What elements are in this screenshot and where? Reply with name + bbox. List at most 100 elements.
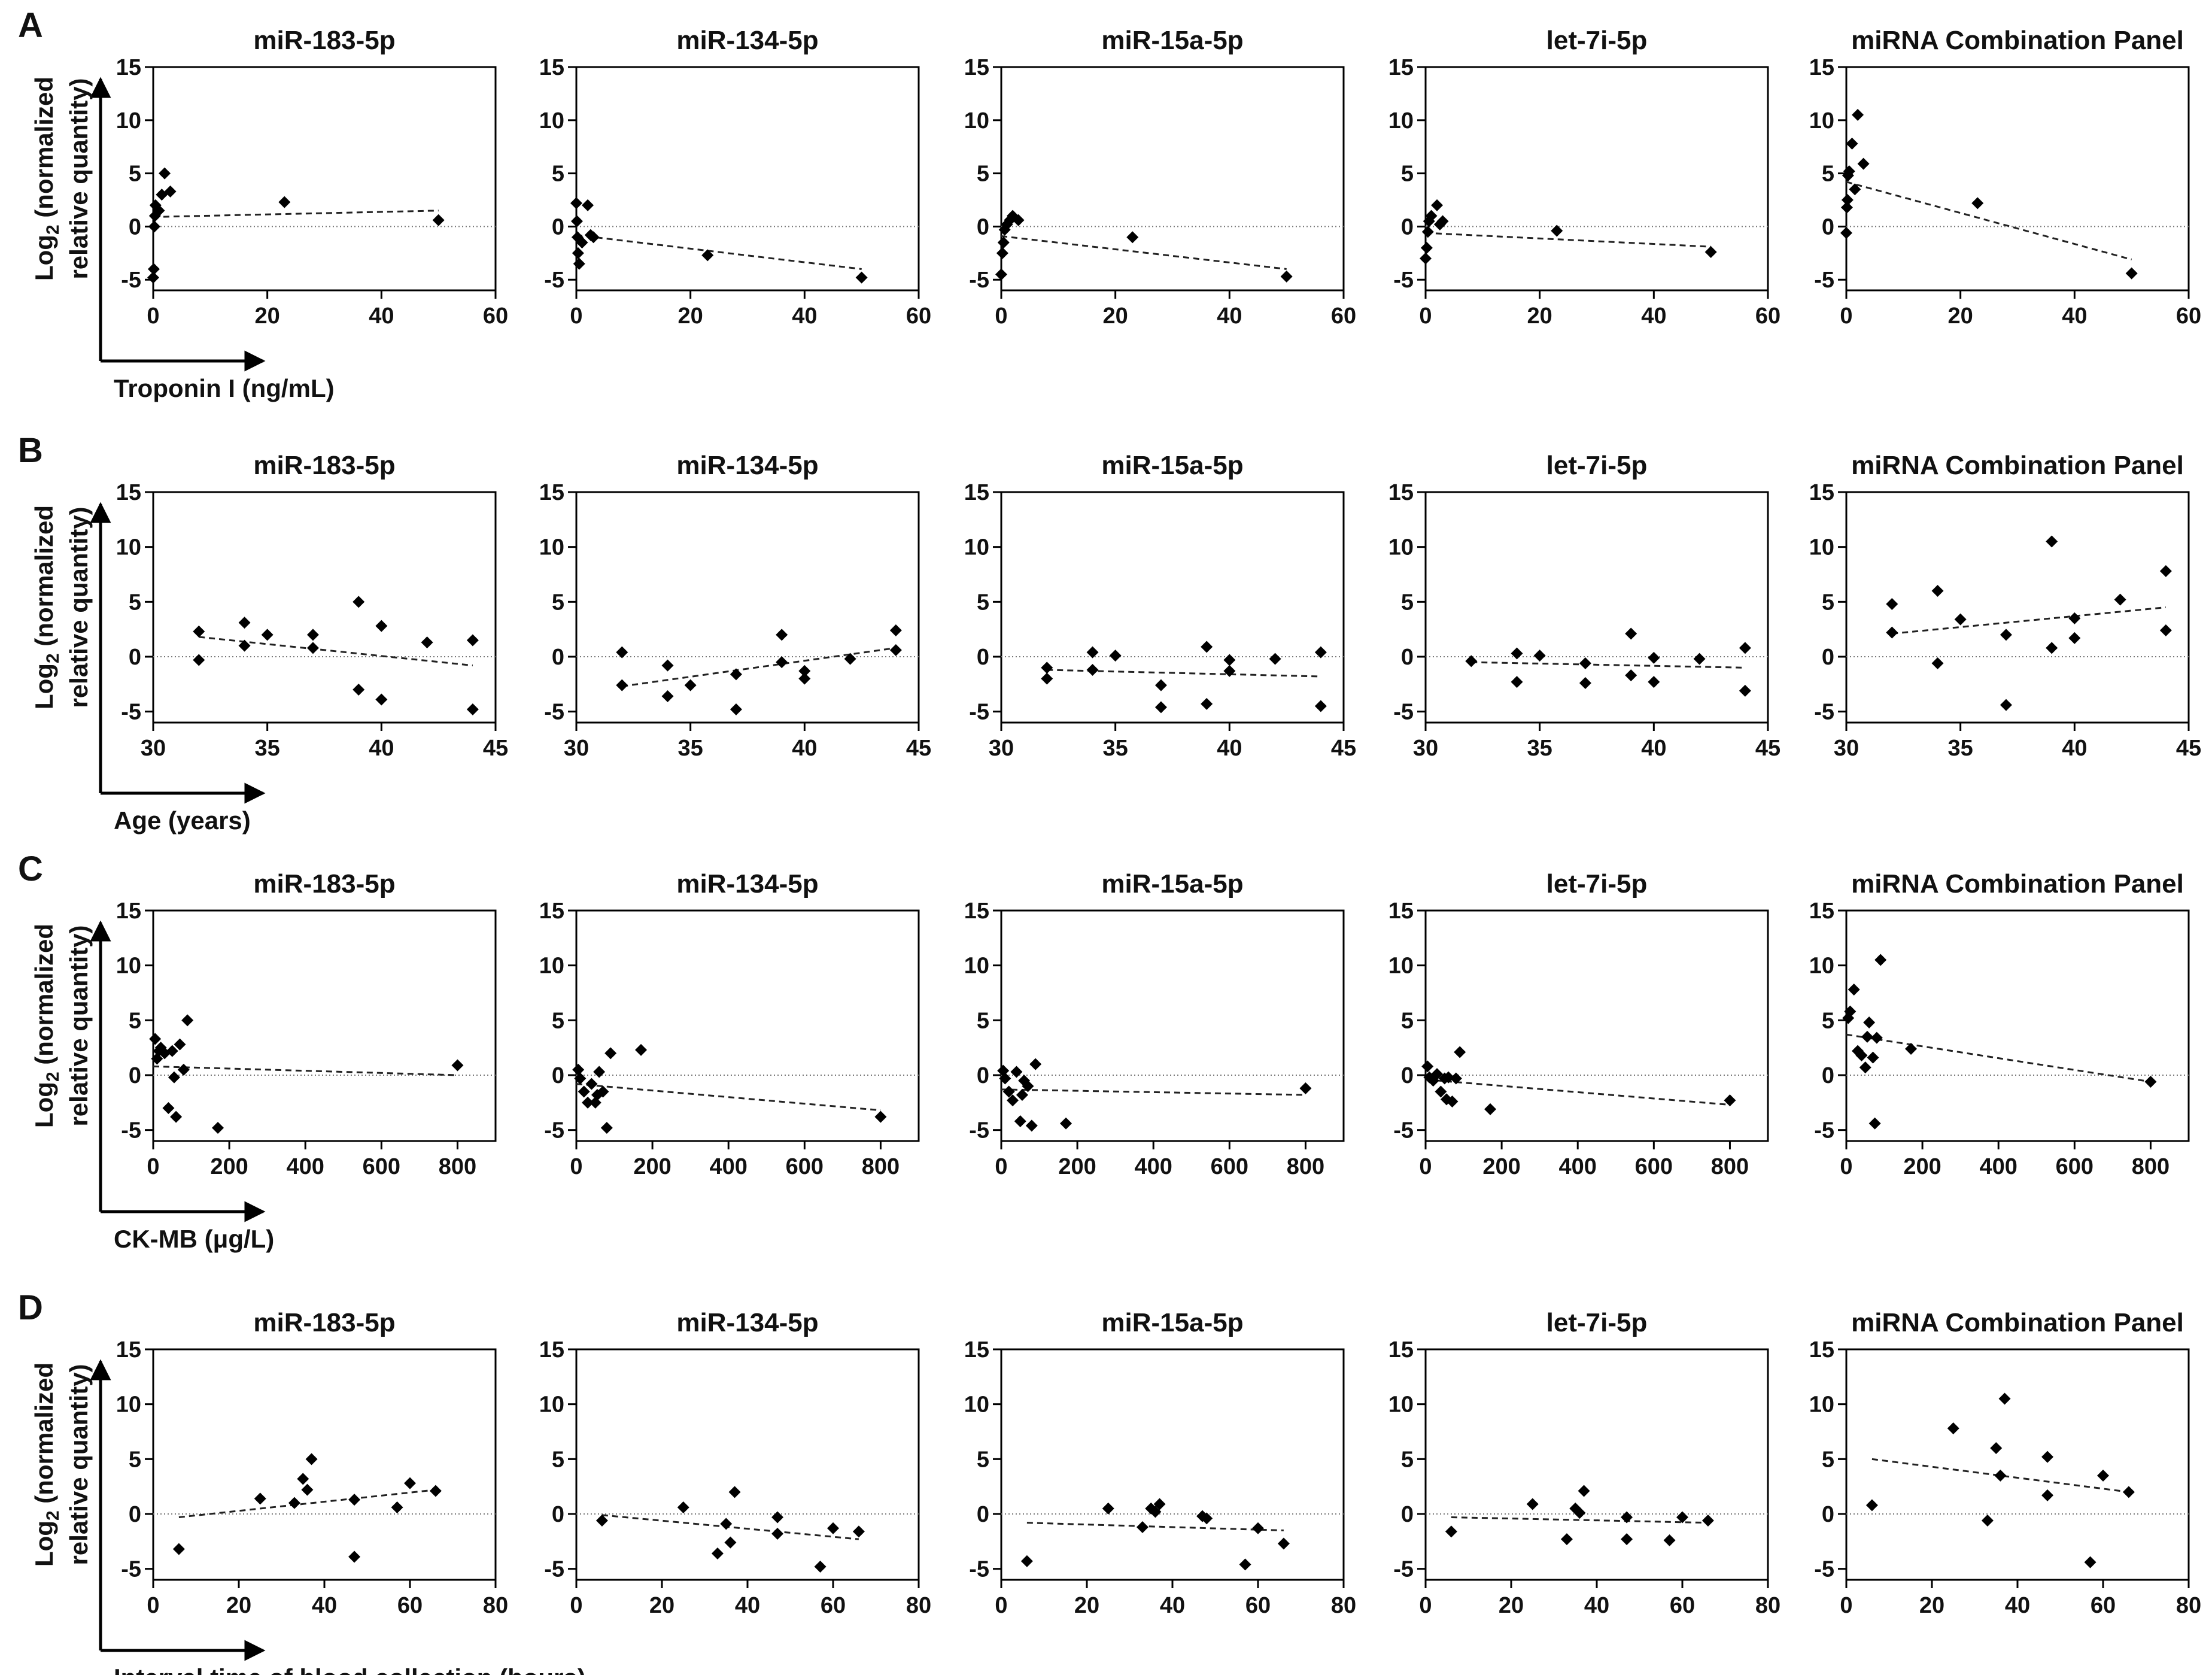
data-point (1855, 1049, 1868, 1061)
y-label-rest: (normalized (30, 505, 58, 653)
trend-line (1026, 1522, 1284, 1531)
plot-frame (152, 491, 497, 724)
data-point (1269, 653, 1281, 665)
data-point (1420, 252, 1432, 265)
data-point (1663, 1534, 1676, 1546)
data-point (1841, 194, 1854, 207)
x-tick-label: 45 (1331, 736, 1356, 761)
trend-line (1001, 235, 1287, 270)
data-point (2068, 612, 2081, 624)
data-point (1846, 137, 1858, 150)
y-tick-label: 5 (1401, 590, 1414, 615)
x-axis-label: Interval time of blood collection (hours… (114, 1664, 586, 1675)
data-point (1526, 1498, 1539, 1510)
trend-line (1451, 1516, 1708, 1524)
y-tick-label: 5 (552, 1008, 564, 1033)
data-point (1280, 270, 1293, 283)
y-tick-label: 10 (1388, 954, 1414, 979)
data-point (1579, 657, 1591, 669)
plot-frame (1000, 909, 1345, 1142)
x-tick-label: 800 (862, 1154, 900, 1179)
x-tick-label: 35 (1948, 736, 1973, 761)
y-label-log: Log (30, 1521, 58, 1567)
data-point (999, 1072, 1011, 1085)
y-tick-label: -5 (1814, 1118, 1834, 1143)
data-point (1445, 1525, 1457, 1538)
y-tick-label: 10 (1388, 1392, 1414, 1418)
y-tick-label: -5 (969, 1118, 989, 1143)
data-point (2041, 1489, 2054, 1501)
y-tick-label: 15 (1388, 480, 1414, 505)
row-label: D (18, 1288, 43, 1327)
data-point (1201, 697, 1213, 710)
y-label-rest: (normalized (30, 77, 58, 224)
y-tick-label: 5 (129, 162, 141, 187)
data-point (1511, 676, 1523, 688)
x-tick-label: 0 (1840, 1593, 1852, 1618)
y-tick-label: 0 (1822, 1063, 1834, 1088)
x-tick-label: 45 (1755, 736, 1780, 761)
y-tick-label: -5 (1814, 700, 1834, 725)
data-point (635, 1043, 648, 1056)
x-tick-label: 20 (1919, 1593, 1944, 1618)
y-tick-label: 5 (977, 162, 989, 187)
x-tick-label: 400 (287, 1154, 324, 1179)
y-tick-label: -5 (121, 1118, 141, 1143)
data-point (684, 679, 697, 691)
chart-title: miRNA Combination Panel (1851, 26, 2184, 55)
plot-frame (1424, 66, 1769, 292)
y-tick-label: -5 (1393, 700, 1414, 725)
data-point (193, 625, 205, 638)
data-point (177, 1063, 190, 1076)
data-point (2000, 699, 2012, 711)
x-tick-label: 40 (1160, 1593, 1185, 1618)
y-tick-label: 5 (552, 162, 564, 187)
y-tick-label: -5 (121, 1557, 141, 1582)
data-point (720, 1518, 733, 1530)
data-point (193, 654, 205, 666)
x-tick-label: 40 (1217, 736, 1242, 761)
x-tick-label: 600 (1635, 1154, 1673, 1179)
y-tick-label: 5 (1822, 1008, 1834, 1033)
y-tick-label: 15 (1809, 55, 1834, 80)
y-tick-label: 10 (964, 1392, 989, 1418)
data-point (147, 263, 160, 275)
data-point (1060, 1117, 1072, 1130)
data-point (1154, 679, 1167, 691)
y-tick-label: 15 (1388, 1337, 1414, 1363)
x-tick-label: 800 (1711, 1154, 1749, 1179)
data-point (2097, 1469, 2109, 1482)
y-tick-label: 5 (552, 590, 564, 615)
data-point (1086, 646, 1099, 659)
data-point (855, 271, 868, 284)
y-tick-label: 5 (552, 1447, 564, 1472)
data-point (1533, 650, 1546, 662)
y-tick-label: 15 (539, 899, 564, 924)
chart-title: miR-134-5p (676, 869, 818, 899)
y-tick-label: 5 (977, 590, 989, 615)
y-tick-label: 5 (129, 1008, 141, 1033)
y-label-line-2: relative quantity) (65, 506, 93, 708)
x-tick-label: 0 (570, 1154, 582, 1179)
row-label: A (18, 6, 43, 45)
data-point (1981, 1515, 1994, 1527)
data-point (1560, 1533, 1573, 1546)
x-tick-label: 40 (792, 304, 817, 329)
data-point (1844, 1005, 1856, 1018)
x-tick-label: 35 (255, 736, 280, 761)
x-tick-label: 60 (2176, 304, 2201, 329)
data-point (1431, 199, 1444, 211)
data-point (600, 1122, 613, 1134)
x-tick-label: 0 (1840, 304, 1852, 329)
data-point (996, 247, 1008, 259)
chart-title: miR-15a-5p (1101, 26, 1243, 55)
data-point (1020, 1555, 1033, 1567)
plot-frame (1000, 491, 1345, 724)
trend-line (1871, 1458, 2129, 1493)
y-tick-label: -5 (969, 700, 989, 725)
data-point (1863, 1016, 1876, 1028)
x-tick-label: 0 (1840, 1154, 1852, 1179)
data-point (1421, 226, 1434, 238)
data-point (771, 1528, 784, 1540)
